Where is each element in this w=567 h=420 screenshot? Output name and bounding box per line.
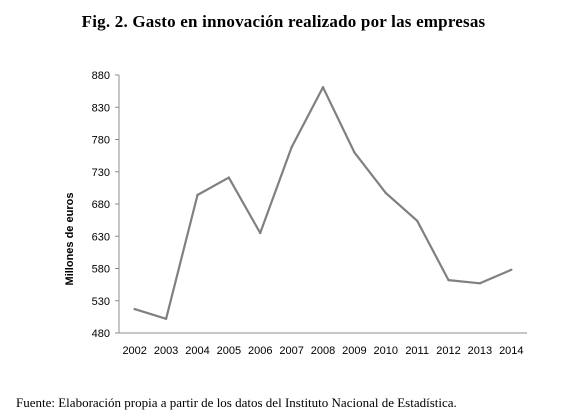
data-point bbox=[196, 193, 199, 197]
x-tick-label: 2009 bbox=[342, 345, 366, 357]
y-tick-label: 780 bbox=[92, 135, 110, 147]
data-point bbox=[290, 146, 293, 149]
x-tick-label: 2011 bbox=[405, 345, 429, 357]
x-tick-label: 2002 bbox=[122, 345, 146, 357]
x-tick-label: 2013 bbox=[468, 345, 492, 357]
source-note: Fuente: Elaboración propia a partir de l… bbox=[16, 395, 457, 410]
y-tick-label: 480 bbox=[92, 328, 110, 340]
data-point bbox=[227, 176, 231, 179]
data-point bbox=[353, 151, 356, 154]
data-point bbox=[133, 307, 136, 311]
y-tick-label: 730 bbox=[92, 167, 110, 179]
x-tick-label: 2012 bbox=[436, 345, 460, 357]
data-point bbox=[415, 219, 419, 222]
y-axis-label: Millones de euros bbox=[64, 193, 76, 286]
data-point bbox=[478, 282, 482, 285]
data-point bbox=[384, 191, 387, 195]
data-point bbox=[164, 317, 168, 321]
figure-title: Fig. 2. Gasto en innovación realizado po… bbox=[81, 12, 486, 31]
x-tick-label: 2005 bbox=[217, 345, 241, 357]
y-tick-label: 630 bbox=[92, 231, 110, 243]
x-tick-label: 2008 bbox=[311, 345, 335, 357]
data-point bbox=[510, 268, 513, 271]
y-tick-label: 830 bbox=[92, 102, 110, 114]
y-tick-label: 680 bbox=[92, 199, 110, 211]
x-tick-label: 2004 bbox=[185, 345, 209, 357]
x-axis: 2002 2003 2004 2005 2006 2007 2008 2009 2010 2011… bbox=[119, 332, 527, 357]
x-tick-label: 2010 bbox=[374, 345, 398, 357]
series-line bbox=[134, 86, 512, 320]
y-tick-label: 580 bbox=[92, 264, 110, 276]
data-point bbox=[259, 231, 262, 235]
x-tick-label: 2006 bbox=[248, 345, 272, 357]
data-point bbox=[447, 278, 450, 282]
x-tick-label: 2007 bbox=[279, 345, 303, 357]
y-axis: 880 830 780 730 680 630 580 530 480 bbox=[92, 70, 120, 340]
data-point bbox=[321, 86, 325, 89]
y-tick-label: 880 bbox=[92, 70, 110, 82]
x-tick-label: 2014 bbox=[499, 345, 523, 357]
x-tick-label: 2003 bbox=[154, 345, 178, 357]
series-layer bbox=[133, 86, 513, 321]
y-tick-label: 530 bbox=[92, 296, 110, 308]
